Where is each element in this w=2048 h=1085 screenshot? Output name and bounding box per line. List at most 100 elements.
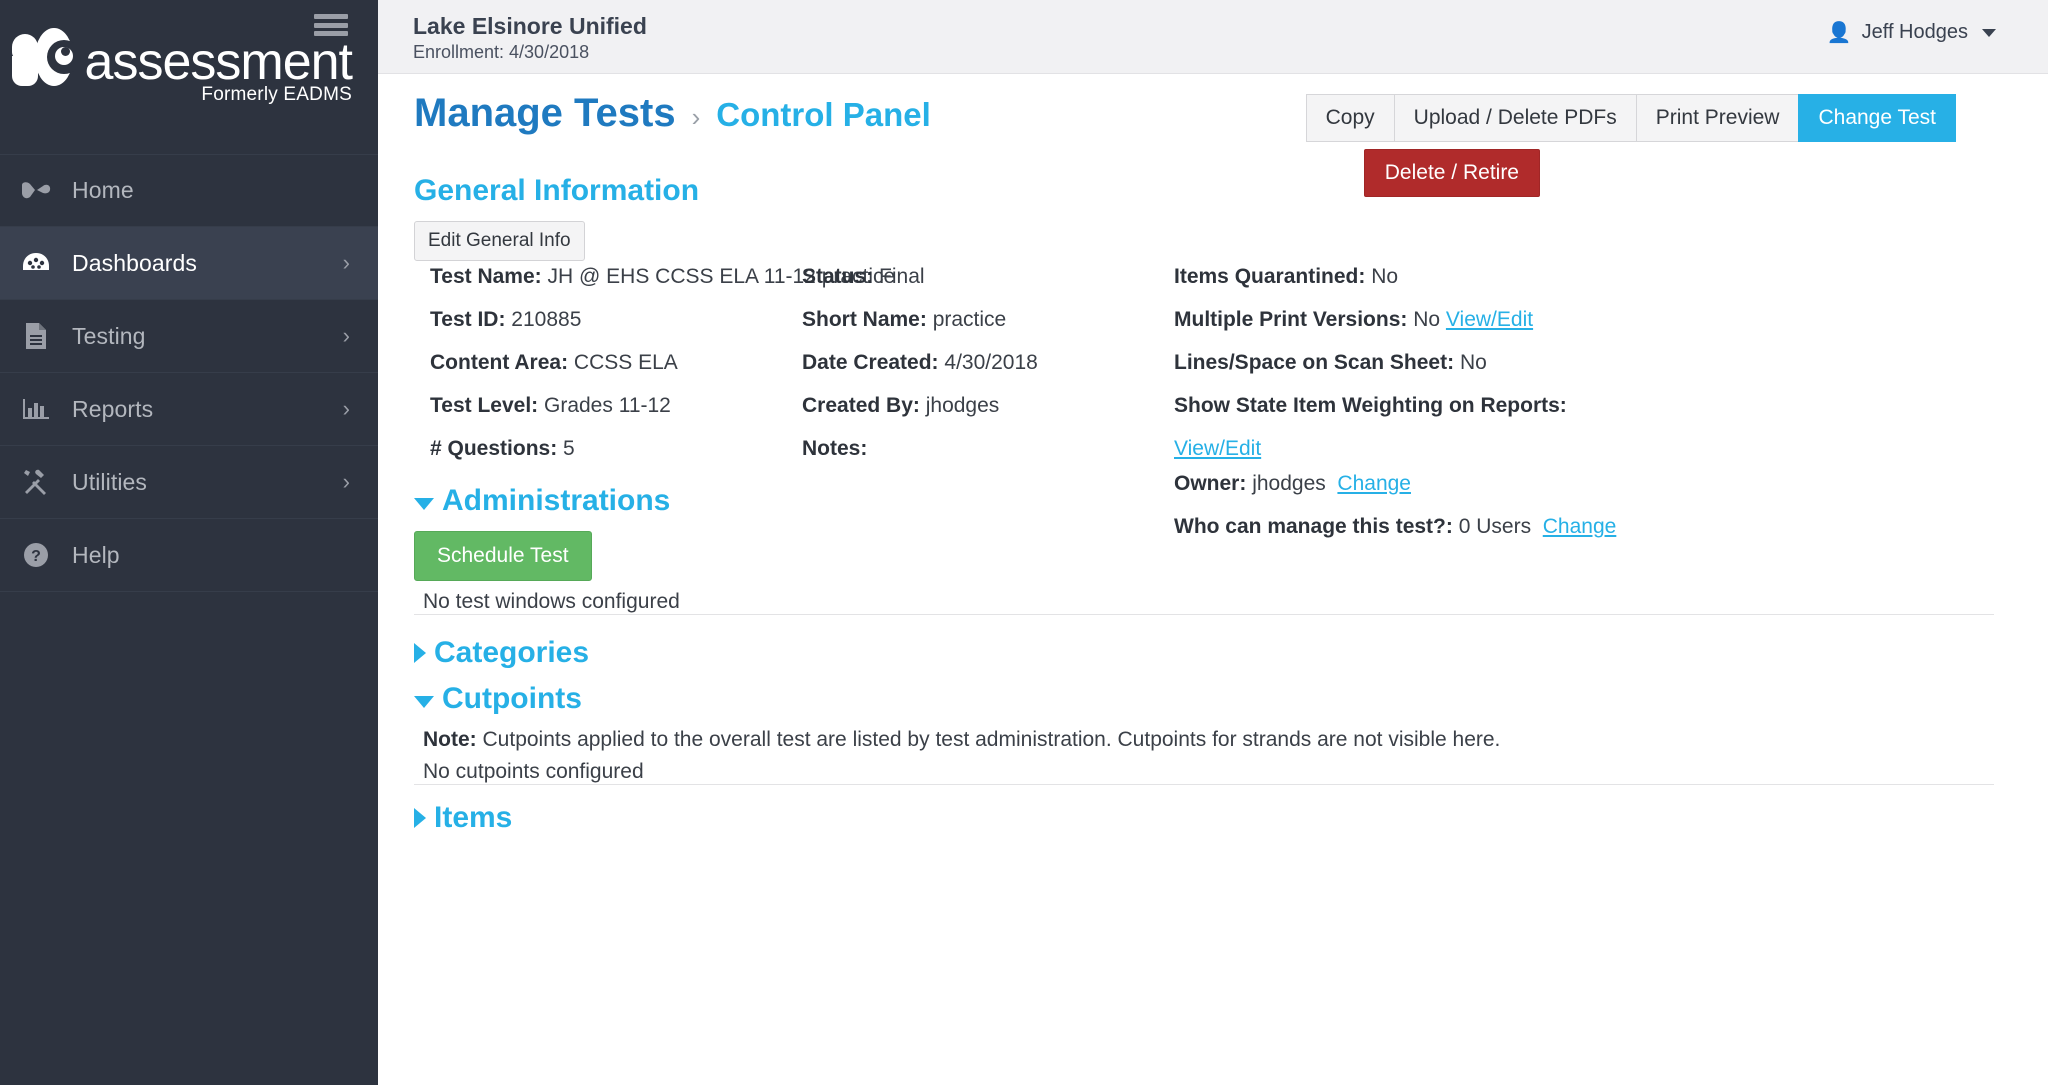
info-value: jhodges: [1252, 472, 1326, 495]
question-circle-icon: ?: [0, 542, 72, 568]
breadcrumb-parent-link[interactable]: Manage Tests: [414, 91, 676, 135]
info-row: Test ID: 210885: [430, 309, 802, 330]
chevron-right-icon: ›: [342, 323, 350, 348]
delete-retire-button[interactable]: Delete / Retire: [1363, 149, 1540, 197]
cutpoints-note-text: Cutpoints applied to the overall test ar…: [482, 728, 1501, 751]
sidebar-item-testing[interactable]: Testing ›: [0, 300, 378, 373]
sidebar-item-dashboards[interactable]: Dashboards ›: [0, 227, 378, 300]
info-row-who-can-manage: Who can manage this test?: 0 Users Chang…: [1174, 515, 1616, 538]
sidebar-item-label: Dashboards: [72, 249, 198, 276]
multiple-print-versions-view-edit-link[interactable]: View/Edit: [1445, 308, 1534, 331]
section-divider: [414, 784, 1994, 785]
show-state-weighting-view-edit-link[interactable]: View/Edit: [1174, 437, 1262, 460]
cutpoints-note: Note: Cutpoints applied to the overall t…: [423, 728, 1500, 752]
dashboard-gauge-icon: [0, 252, 72, 274]
info-value: 4/30/2018: [944, 351, 1038, 374]
caret-down-icon: [414, 497, 434, 510]
breadcrumb-separator-icon: ›: [691, 102, 701, 132]
caret-right-icon: [414, 643, 426, 663]
items-section-toggle[interactable]: Items: [414, 801, 512, 835]
info-row: Notes:: [802, 438, 1174, 459]
io-eye-logo-icon: [12, 34, 38, 86]
hamburger-menu-icon[interactable]: [314, 12, 348, 38]
info-label: Content Area:: [430, 351, 569, 374]
categories-heading-label: Categories: [434, 636, 590, 669]
info-row: Test Name: JH @ EHS CCSS ELA 11-12 pract…: [430, 266, 895, 287]
info-label: Test Level:: [430, 394, 539, 417]
chevron-down-icon: [1982, 28, 1996, 37]
info-row-items-quarantined: Items Quarantined: No: [1174, 266, 1604, 287]
user-silhouette-icon: 👤: [1826, 22, 1852, 44]
test-action-button-group: Copy Upload / Delete PDFs Print Preview …: [1305, 94, 1956, 142]
butterfly-icon: [0, 181, 72, 201]
sidebar-item-label: Help: [72, 541, 120, 568]
bar-chart-icon: [0, 396, 72, 422]
info-row: Content Area: CCSS ELA: [430, 352, 802, 373]
info-column-middle: Status: Final Short Name: practice Date …: [802, 266, 1174, 559]
cutpoints-section-toggle[interactable]: Cutpoints: [414, 682, 582, 716]
enrollment-date: Enrollment: 4/30/2018: [413, 42, 590, 62]
info-label: Notes:: [802, 437, 868, 460]
logo-wordmark: assessment: [84, 33, 353, 91]
info-row: Status: Final: [802, 266, 1174, 287]
info-row-multiple-print-versions: Multiple Print Versions: No View/Edit: [1174, 309, 1604, 330]
owner-change-link[interactable]: Change: [1337, 472, 1411, 495]
cutpoints-heading-label: Cutpoints: [442, 682, 582, 715]
sidebar-item-utilities[interactable]: Utilities ›: [0, 446, 378, 519]
sidebar-item-label: Testing: [72, 322, 146, 349]
edit-general-info-button[interactable]: Edit General Info: [414, 221, 585, 261]
caret-right-icon: [414, 808, 426, 828]
info-value: No: [1459, 351, 1487, 374]
info-value: No: [1371, 265, 1399, 288]
print-preview-button[interactable]: Print Preview: [1635, 94, 1799, 142]
info-label: Show State Item Weighting on Reports:: [1174, 394, 1567, 417]
info-value: Final: [879, 265, 925, 288]
hamburger-bar: [314, 31, 348, 36]
info-column-right: Items Quarantined: No Multiple Print Ver…: [1174, 266, 1616, 559]
sidebar-item-label: Reports: [72, 395, 154, 422]
administrations-section-toggle[interactable]: Administrations: [414, 484, 670, 518]
categories-section-toggle[interactable]: Categories: [414, 636, 589, 670]
logo-subtitle: Formerly EADMS: [201, 84, 352, 105]
info-row-show-state-weighting: Show State Item Weighting on Reports:: [1174, 395, 1604, 416]
title-row: Manage Tests › Control Panel Copy Upload…: [378, 74, 2048, 197]
info-label: Status:: [802, 265, 874, 288]
info-row-lines-space: Lines/Space on Scan Sheet: No: [1174, 352, 1604, 373]
schedule-test-button[interactable]: Schedule Test: [414, 531, 592, 581]
info-label: Short Name:: [802, 308, 927, 331]
info-row-owner: Owner: jhodges Change: [1174, 473, 1604, 494]
info-value: 5: [563, 437, 575, 460]
info-label: Multiple Print Versions:: [1174, 308, 1408, 331]
info-row: Date Created: 4/30/2018: [802, 352, 1174, 373]
who-can-manage-change-link[interactable]: Change: [1542, 515, 1617, 538]
info-value: JH @ EHS CCSS ELA 11-12 practice: [547, 265, 896, 288]
info-column-left: Test Name: JH @ EHS CCSS ELA 11-12 pract…: [430, 266, 895, 559]
io-eye-logo-circle-icon: [34, 28, 81, 86]
upload-delete-pdfs-button[interactable]: Upload / Delete PDFs: [1393, 94, 1636, 142]
user-menu[interactable]: 👤 Jeff Hodges: [1827, 20, 1996, 45]
info-value: jhodges: [925, 394, 1000, 417]
info-value: 210885: [511, 308, 582, 331]
administrations-heading-label: Administrations: [442, 484, 671, 517]
sidebar-item-home[interactable]: Home: [0, 154, 378, 227]
main-content: Manage Tests › Control Panel Copy Upload…: [378, 74, 2048, 1085]
info-label: # Questions:: [430, 437, 558, 460]
info-label: Lines/Space on Scan Sheet:: [1174, 351, 1455, 374]
no-test-windows-text: No test windows configured: [423, 590, 680, 613]
info-label: Owner:: [1174, 472, 1247, 495]
change-test-button[interactable]: Change Test: [1798, 94, 1956, 142]
items-heading-label: Items: [434, 801, 513, 834]
top-header: Lake Elsinore Unified Enrollment: 4/30/2…: [378, 0, 2048, 74]
info-row: Created By: jhodges: [802, 395, 1174, 416]
chevron-right-icon: ›: [342, 469, 350, 494]
general-information-heading: General Information: [414, 174, 699, 208]
sidebar-item-reports[interactable]: Reports ›: [0, 373, 378, 446]
general-information-heading-label: General Information: [414, 174, 700, 207]
sidebar-item-help[interactable]: ? Help: [0, 519, 378, 592]
app-logo[interactable]: assessment Formerly EADMS: [12, 28, 353, 108]
sidebar-item-label: Utilities: [72, 468, 148, 495]
copy-button[interactable]: Copy: [1305, 94, 1394, 142]
info-label: Created By:: [802, 394, 920, 417]
info-value: CCSS ELA: [573, 351, 678, 374]
info-value: 0 Users: [1458, 515, 1532, 538]
